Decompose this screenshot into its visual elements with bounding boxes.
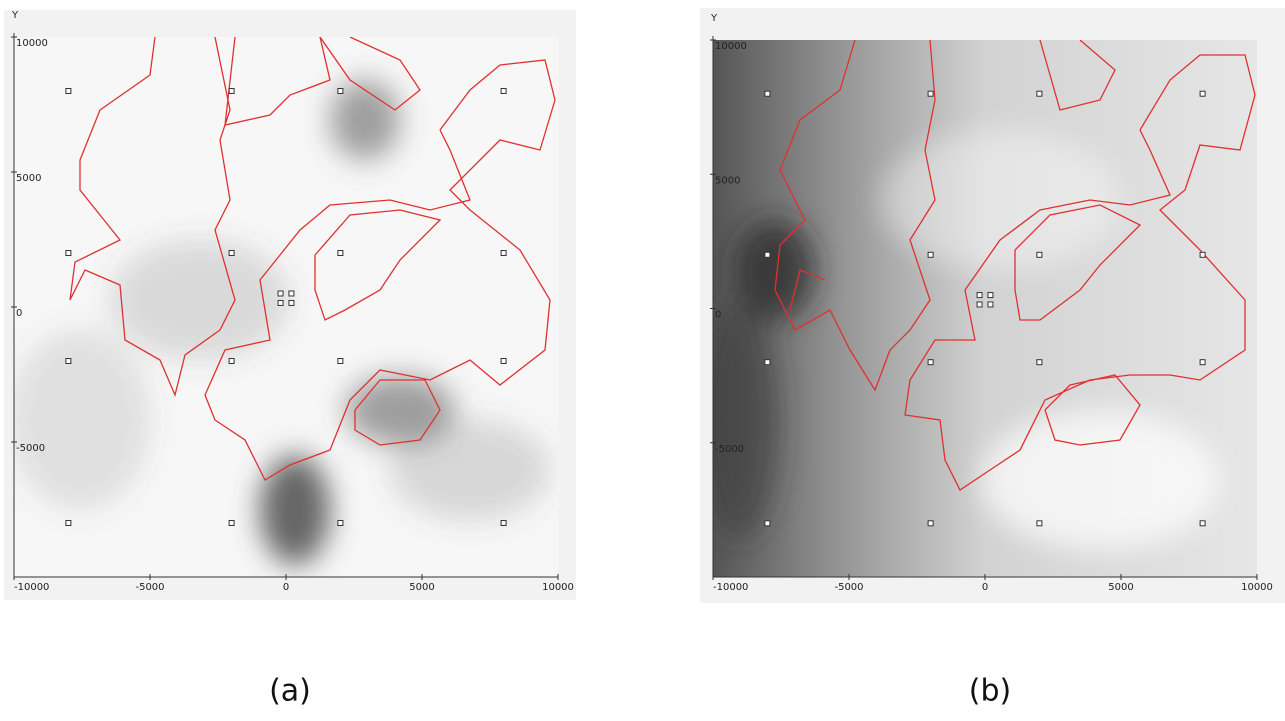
sensor-point — [1036, 90, 1043, 97]
sensor-point — [764, 520, 771, 527]
x-tick-label: -5000 — [834, 582, 863, 593]
sensor-point — [1199, 520, 1206, 527]
sensor-point — [337, 88, 344, 94]
region-boundaries — [69, 37, 556, 481]
caption: (b) — [969, 674, 1011, 709]
sensor-point — [976, 292, 983, 299]
sensor-point — [337, 250, 344, 256]
sensor-point — [500, 520, 507, 526]
y-axis-label: Y — [710, 13, 718, 24]
sensor-point — [337, 520, 344, 526]
sensor-point — [764, 359, 771, 366]
y-tick-label: -5000 — [715, 444, 744, 455]
x-tick-label: -10000 — [14, 582, 49, 593]
sensor-point — [1199, 251, 1206, 258]
sensor-point — [500, 358, 507, 364]
y-tick-label: 0 — [715, 310, 721, 321]
y-tick-label: 10000 — [16, 38, 48, 49]
sensor-point — [65, 88, 72, 94]
region-boundaries — [774, 40, 1256, 491]
sensor-point — [277, 290, 284, 297]
sensor-point — [1199, 90, 1206, 97]
sensor-point — [987, 292, 994, 299]
sensor-point — [1036, 359, 1043, 366]
x-tick-label: 5000 — [409, 582, 434, 593]
sensor-point — [987, 301, 994, 308]
x-tick-label: 0 — [283, 582, 289, 593]
y-tick-label: 0 — [16, 308, 22, 319]
sensor-point — [1036, 251, 1043, 258]
sensor-point — [277, 299, 284, 306]
y-tick-label: -5000 — [16, 443, 45, 454]
sensor-point — [976, 301, 983, 308]
sensor-point — [927, 251, 934, 258]
y-tick-label: 10000 — [715, 41, 747, 52]
sensor-point — [500, 88, 507, 94]
caption: (a) — [269, 674, 311, 709]
sensor-point — [228, 88, 235, 94]
sensor-point — [1199, 359, 1206, 366]
sensor-point — [65, 250, 72, 256]
sensor-point — [65, 520, 72, 526]
x-tick-label: 10000 — [542, 582, 574, 593]
x-tick-label: -5000 — [135, 582, 164, 593]
y-tick-label: 5000 — [715, 175, 740, 186]
sensor-point — [288, 299, 295, 306]
sensor-point — [1036, 520, 1043, 527]
sensor-point — [228, 358, 235, 364]
sensor-point — [228, 250, 235, 256]
y-tick-label: 5000 — [16, 173, 41, 184]
x-tick-label: -10000 — [713, 582, 748, 593]
density-field — [14, 37, 558, 577]
x-tick-label: 10000 — [1241, 582, 1273, 593]
y-axis-label: Y — [11, 10, 19, 21]
sensor-point — [500, 250, 507, 256]
sensor-point — [65, 358, 72, 364]
sensor-point — [927, 90, 934, 97]
sensor-point — [927, 520, 934, 527]
x-tick-label: 5000 — [1108, 582, 1133, 593]
density-field — [713, 40, 1257, 577]
sensor-point — [927, 359, 934, 366]
sensor-point — [764, 90, 771, 97]
sensor-point — [337, 358, 344, 364]
sensor-point — [228, 520, 235, 526]
x-tick-label: 0 — [982, 582, 988, 593]
sensor-point — [764, 251, 771, 258]
sensor-point — [288, 290, 295, 297]
